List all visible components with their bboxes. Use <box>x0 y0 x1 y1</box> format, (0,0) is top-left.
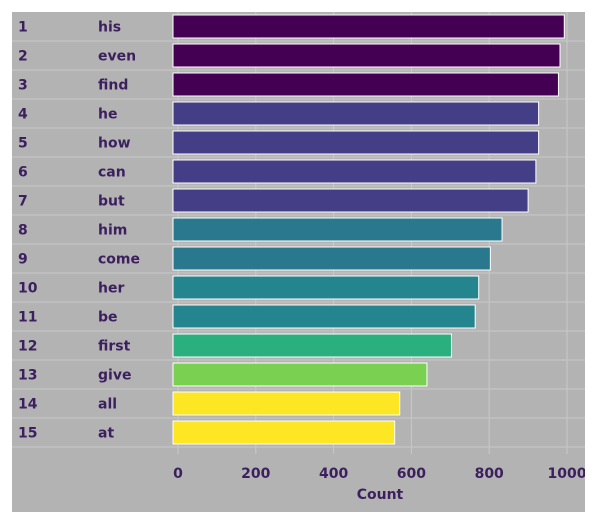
rank-label: 8 <box>18 223 28 239</box>
category-label: give <box>98 368 131 384</box>
rank-label: 4 <box>18 107 28 123</box>
bar-first <box>172 333 452 358</box>
rank-label: 14 <box>18 397 38 413</box>
rank-label: 1 <box>18 20 28 36</box>
category-label: find <box>98 78 128 94</box>
bar-all <box>172 391 401 416</box>
rank-label: 9 <box>18 252 28 268</box>
bar-her <box>172 275 480 300</box>
bar-he <box>172 101 540 126</box>
bar-but <box>172 188 529 213</box>
x-tick-label: 600 <box>397 466 426 482</box>
bar-be <box>172 304 476 329</box>
label-layer: 1 his 2 even 3 find 4 he 5 how 6 can 7 but 8 him 9 come 10… <box>18 20 140 442</box>
bar-him <box>172 217 503 242</box>
category-label: her <box>98 281 124 297</box>
rank-label: 7 <box>18 194 28 210</box>
bar-find <box>172 72 559 97</box>
rank-label: 6 <box>18 165 28 181</box>
bar-chart-svg: 1 his 2 even 3 find 4 he 5 how 6 can 7 but 8 him 9 come 10… <box>12 12 585 503</box>
category-label: even <box>98 49 136 65</box>
rank-label: 5 <box>18 136 28 152</box>
category-label: at <box>98 426 114 442</box>
category-label: but <box>98 194 125 210</box>
bar-come <box>172 246 491 271</box>
category-label: his <box>98 20 121 36</box>
bar-at <box>172 420 396 445</box>
bar-can <box>172 159 537 184</box>
x-tick-label: 1000 <box>548 466 585 482</box>
x-axis-title: Count <box>357 487 404 503</box>
x-tick-label: 400 <box>319 466 348 482</box>
category-label: first <box>98 339 131 355</box>
chart: 1 his 2 even 3 find 4 he 5 how 6 can 7 but 8 him 9 come 10… <box>12 12 585 512</box>
x-tick-label: 0 <box>173 466 183 482</box>
rank-label: 12 <box>18 339 37 355</box>
grid-layer <box>12 12 585 454</box>
category-label: how <box>98 136 131 152</box>
rank-label: 15 <box>18 426 37 442</box>
x-tick-label: 800 <box>475 466 504 482</box>
rank-label: 10 <box>18 281 38 297</box>
category-label: him <box>98 223 127 239</box>
category-label: he <box>98 107 117 123</box>
bar-his <box>172 14 565 39</box>
x-tick-label: 200 <box>241 466 270 482</box>
category-label: all <box>98 397 117 413</box>
bar-give <box>172 362 428 387</box>
bar-even <box>172 43 561 68</box>
category-label: come <box>98 252 140 268</box>
category-label: can <box>98 165 126 181</box>
rank-label: 2 <box>18 49 28 65</box>
bar-layer <box>172 14 565 445</box>
bar-how <box>172 130 540 155</box>
tick-layer: 0 200 400 600 800 1000 <box>173 466 585 482</box>
rank-label: 3 <box>18 78 28 94</box>
rank-label: 13 <box>18 368 37 384</box>
rank-label: 11 <box>18 310 37 326</box>
category-label: be <box>98 310 118 326</box>
